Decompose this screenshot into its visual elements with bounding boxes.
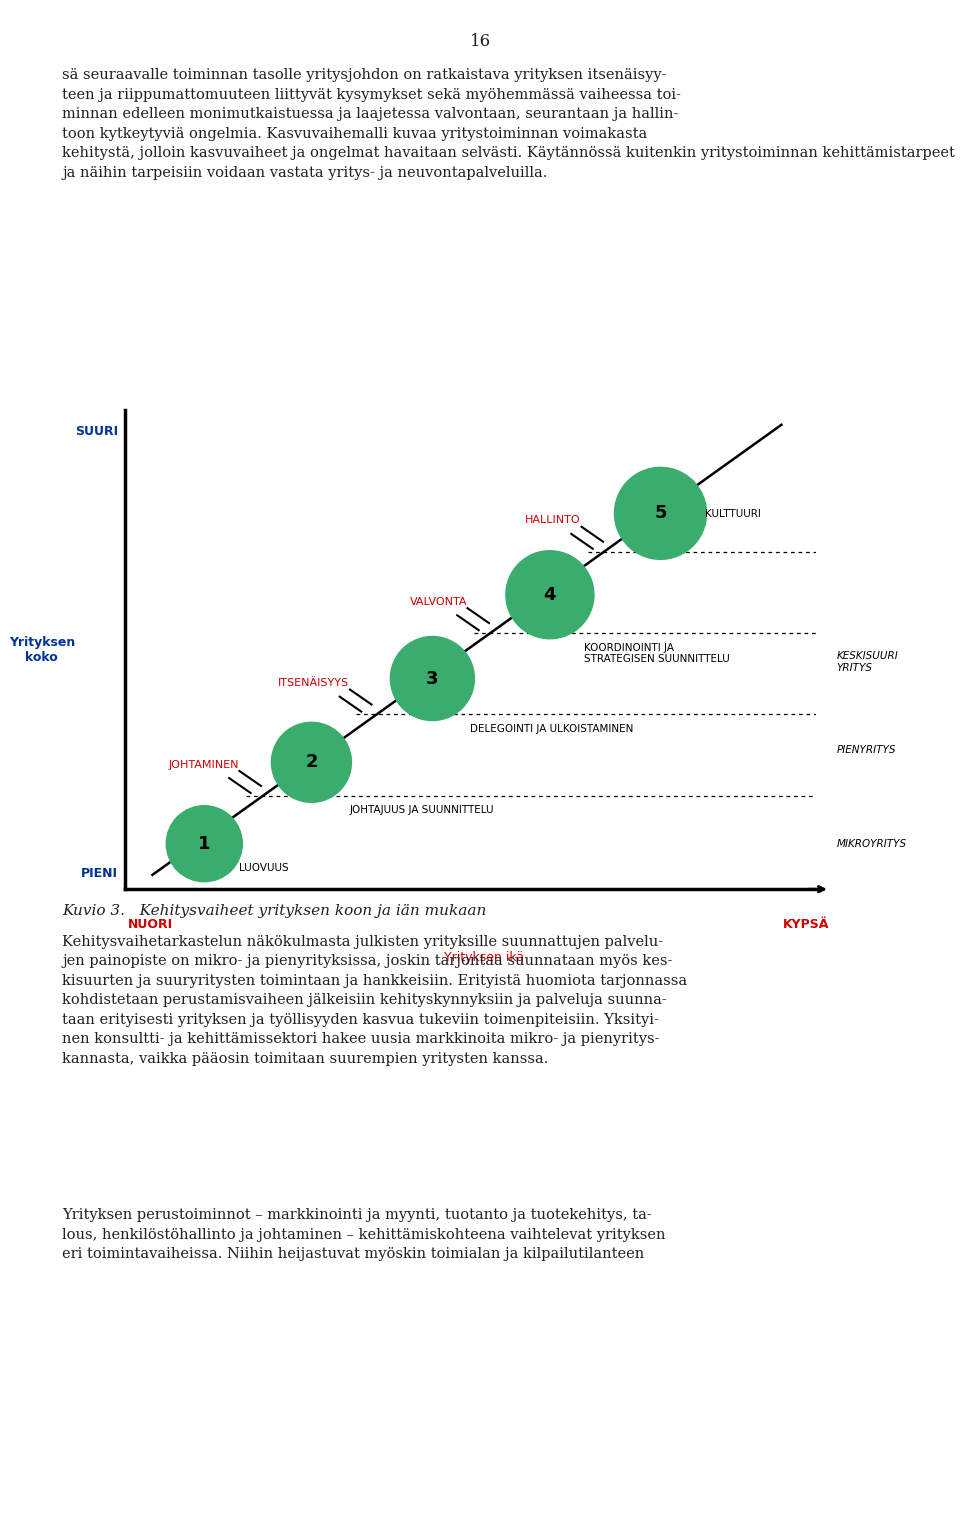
Text: 16: 16 — [469, 33, 491, 50]
Text: Kuvio 3.   Kehitysvaiheet yrityksen koon ja iän mukaan: Kuvio 3. Kehitysvaiheet yrityksen koon j… — [62, 904, 487, 918]
Text: SUURI: SUURI — [75, 424, 118, 438]
Text: VALVONTA: VALVONTA — [410, 597, 467, 606]
Text: Yrityksen perustoiminnot – markkinointi ja myynti, tuotanto ja tuotekehitys, ta-: Yrityksen perustoiminnot – markkinointi … — [62, 1208, 666, 1262]
Text: Yrityksen ikä: Yrityksen ikä — [444, 952, 524, 965]
Text: Yrityksen
koko: Yrityksen koko — [9, 635, 75, 664]
Text: JOHTAMINEN: JOHTAMINEN — [168, 760, 239, 769]
Text: KESKISUURI
YRITYS: KESKISUURI YRITYS — [837, 651, 899, 672]
Text: MIKROYRITYS: MIKROYRITYS — [837, 839, 907, 848]
Text: 2: 2 — [305, 754, 318, 771]
Text: PIENI: PIENI — [81, 866, 118, 880]
Text: PIENYRITYS: PIENYRITYS — [837, 745, 897, 755]
Text: KOORDINOINTI JA
STRATEGISEN SUUNNITTELU: KOORDINOINTI JA STRATEGISEN SUUNNITTELU — [585, 643, 731, 664]
Ellipse shape — [506, 550, 594, 638]
Text: 1: 1 — [198, 834, 210, 853]
Text: 5: 5 — [654, 505, 667, 523]
Ellipse shape — [391, 637, 474, 720]
Text: 4: 4 — [543, 585, 556, 603]
Text: JOHTAJUUS JA SUUNNITTELU: JOHTAJUUS JA SUUNNITTELU — [349, 806, 494, 815]
Text: ITSENÄISYYS: ITSENÄISYYS — [278, 678, 349, 689]
Ellipse shape — [614, 467, 707, 559]
Text: KYPSÄ: KYPSÄ — [783, 918, 829, 930]
Text: KULTTUURI: KULTTUURI — [706, 509, 761, 518]
Text: NUORI: NUORI — [129, 918, 174, 930]
Text: sä seuraavalle toiminnan tasolle yritysjohdon on ratkaistava yrityksen itsenäisy: sä seuraavalle toiminnan tasolle yritysj… — [62, 68, 960, 179]
Text: LUOVUUS: LUOVUUS — [239, 863, 288, 872]
Ellipse shape — [272, 722, 351, 803]
Text: DELEGOINTI JA ULKOISTAMINEN: DELEGOINTI JA ULKOISTAMINEN — [470, 724, 634, 734]
Text: Kehitysvaihetarkastelun näkökulmasta julkisten yrityksille suunnattujen palvelu-: Kehitysvaihetarkastelun näkökulmasta jul… — [62, 935, 687, 1066]
Text: 3: 3 — [426, 669, 439, 687]
Text: HALLINTO: HALLINTO — [525, 515, 581, 526]
Ellipse shape — [166, 806, 242, 882]
